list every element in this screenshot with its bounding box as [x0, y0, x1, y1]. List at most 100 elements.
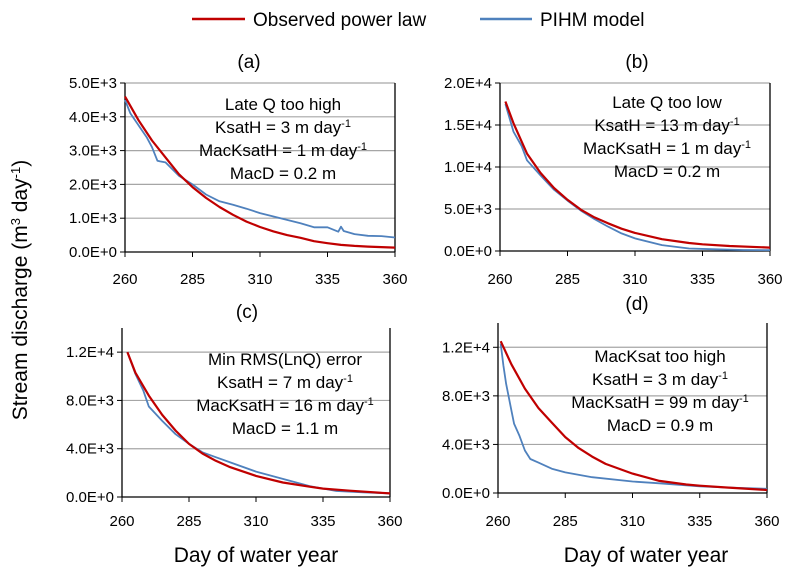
annotation-text: KsatH = 3 m day [592, 370, 719, 389]
series-observed-power-law [126, 351, 391, 495]
annotation-line: KsatH = 13 m day-1 [594, 116, 739, 135]
annotation-line: Late Q too high [225, 95, 341, 114]
panel-c: (c) 0.0E+0 4.0E+3 8.0E+3 1.2E+4 260 285 310 335 3… [66, 302, 402, 530]
annotation-line: KsatH = 7 m day-1 [217, 373, 353, 392]
annotation-line: MacKsatH = 1 m day-1 [199, 141, 367, 160]
y-tick-label: 5.0E+3 [444, 201, 492, 218]
annotation-line: KsatH = 3 m day-1 [592, 370, 728, 389]
series-pihm-model [504, 103, 771, 252]
y-label-superscript: 3 [8, 218, 23, 225]
annotation-text: KsatH = 3 m day [215, 118, 342, 137]
y-label-part: day [9, 178, 32, 218]
y-tick-label: 8.0E+3 [442, 388, 490, 405]
annotation-text: MacD = 0.9 m [607, 416, 713, 435]
annotation-superscript: -1 [739, 393, 749, 405]
x-tick-label: 310 [620, 513, 645, 530]
legend-label-observed: Observed power law [253, 10, 426, 31]
x-tick-label: 285 [176, 513, 201, 530]
y-tick-label: 4.0E+3 [69, 109, 117, 126]
panel-title: (b) [625, 52, 648, 73]
y-tick-label: 0.0E+0 [444, 243, 492, 260]
annotation-line: MacD = 0.2 m [614, 162, 720, 181]
x-tick-label: 260 [485, 513, 510, 530]
x-tick-label: 285 [180, 271, 205, 288]
x-tick-label: 360 [382, 271, 407, 288]
x-tick-label: 285 [555, 271, 580, 288]
annotation-text: MacD = 0.2 m [230, 164, 336, 183]
y-tick-label: 0.0E+0 [66, 489, 114, 506]
series-observed-power-law [504, 101, 771, 249]
annotation-text: Min RMS(LnQ) error [208, 350, 362, 369]
annotation-line: Late Q too low [612, 93, 722, 112]
annotation-text: Late Q too high [225, 95, 341, 114]
y-tick-label: 4.0E+3 [442, 436, 490, 453]
annotation-line: MacKsat too high [594, 347, 725, 366]
y-tick-label: 2.0E+4 [444, 75, 492, 92]
panel-b: (b) 0.0E+0 5.0E+3 1.0E+4 1.5E+4 2.0E+4 260 285 3… [444, 52, 782, 288]
y-label-superscript: -1 [8, 167, 23, 179]
annotation-line: MacKsatH = 1 m day-1 [583, 139, 751, 158]
panel-title: (d) [625, 294, 648, 315]
annotation-superscript: -1 [343, 373, 353, 385]
y-tick-label: 4.0E+3 [66, 441, 114, 458]
panel-title: (c) [236, 302, 258, 323]
annotation-text: KsatH = 7 m day [217, 373, 344, 392]
y-label-part: ) [9, 160, 32, 167]
x-tick-label: 335 [687, 513, 712, 530]
annotation-line: MacKsatH = 99 m day-1 [571, 393, 749, 412]
x-tick-label: 260 [112, 271, 137, 288]
panel-d: (d) 0.0E+0 4.0E+3 8.0E+3 1.2E+4 260 285 310 335 3… [442, 294, 779, 530]
x-tick-label: 360 [754, 513, 779, 530]
annotation-superscript: -1 [357, 141, 367, 153]
x-tick-label: 360 [757, 271, 782, 288]
x-tick-label: 310 [622, 271, 647, 288]
x-tick-label: 260 [109, 513, 134, 530]
y-label-part: Stream discharge (m [9, 225, 32, 420]
annotation-line: KsatH = 3 m day-1 [215, 118, 351, 137]
panel-a: (a) 0.0E+0 1.0E+3 2.0E+3 3.0E+3 4.0E+3 5.0E+3 2… [69, 52, 407, 288]
y-tick-label: 8.0E+3 [66, 392, 114, 409]
annotation-text: MacKsatH = 16 m day [196, 396, 364, 415]
y-tick-label: 0.0E+0 [69, 244, 117, 261]
x-axis-label-right: Day of water year [564, 544, 729, 567]
annotation-text: MacKsatH = 1 m day [583, 139, 742, 158]
annotation-superscript: -1 [718, 370, 728, 382]
annotation-text: MacKsatH = 1 m day [199, 141, 358, 160]
annotation-text: MacKsatH = 99 m day [571, 393, 739, 412]
annotation-superscript: -1 [364, 396, 374, 408]
series-observed-power-law [499, 340, 768, 492]
annotation-text: KsatH = 13 m day [594, 116, 730, 135]
y-tick-label: 2.0E+3 [69, 176, 117, 193]
y-tick-label: 1.2E+4 [442, 339, 490, 356]
series-observed-power-law [124, 95, 396, 249]
legend: Observed power law PIHM model [192, 10, 645, 31]
y-tick-label: 1.2E+4 [66, 344, 114, 361]
annotation-line: MacD = 1.1 m [232, 419, 338, 438]
y-tick-label: 1.0E+3 [69, 210, 117, 227]
y-axis-label: Stream discharge (m3 day-1) [8, 160, 33, 420]
annotation-text: Late Q too low [612, 93, 722, 112]
x-tick-label: 285 [553, 513, 578, 530]
annotation-superscript: -1 [730, 116, 740, 128]
x-tick-label: 260 [487, 271, 512, 288]
annotation-text: MacKsat too high [594, 347, 725, 366]
panel-title: (a) [237, 52, 260, 73]
annotation-line: Min RMS(LnQ) error [208, 350, 362, 369]
annotation-line: MacKsatH = 16 m day-1 [196, 396, 374, 415]
x-tick-label: 310 [243, 513, 268, 530]
x-tick-label: 335 [315, 271, 340, 288]
x-tick-label: 310 [247, 271, 272, 288]
x-axis-label-left: Day of water year [174, 544, 339, 567]
y-tick-label: 5.0E+3 [69, 75, 117, 92]
annotation-line: MacD = 0.9 m [607, 416, 713, 435]
y-tick-label: 3.0E+3 [69, 143, 117, 160]
annotation-line: MacD = 0.2 m [230, 164, 336, 183]
x-tick-label: 360 [377, 513, 402, 530]
y-tick-label: 1.5E+4 [444, 117, 492, 134]
series-pihm-model [124, 99, 396, 239]
annotation-superscript: -1 [341, 118, 351, 130]
x-tick-label: 335 [690, 271, 715, 288]
annotation-superscript: -1 [741, 139, 751, 151]
y-tick-label: 0.0E+0 [442, 485, 490, 502]
